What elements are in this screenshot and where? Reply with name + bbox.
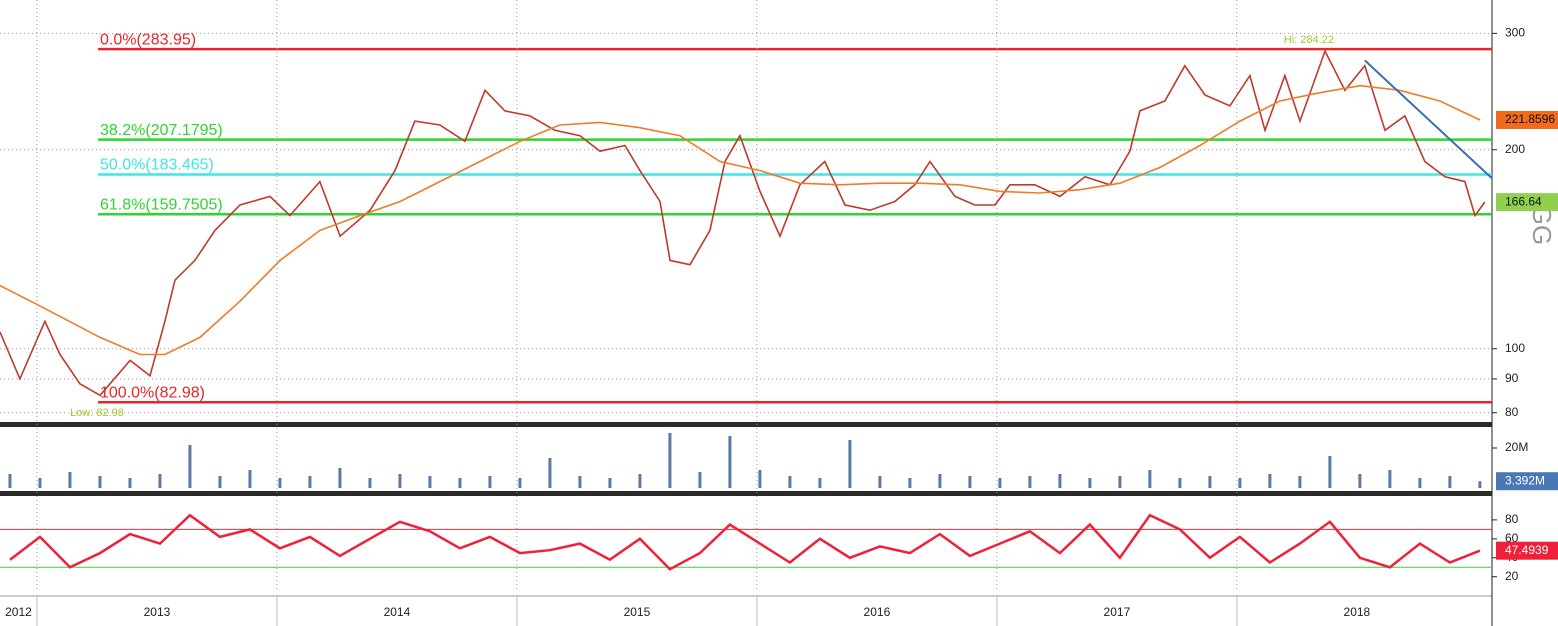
bar <box>8 474 12 488</box>
bar <box>338 468 342 488</box>
last-value-tag <box>1496 472 1558 491</box>
bar <box>698 472 702 488</box>
bar <box>1088 478 1092 488</box>
bar <box>548 458 552 488</box>
bar <box>1028 476 1032 488</box>
fib-label: 50.0%(183.465) <box>100 157 214 174</box>
trendline <box>1364 59 1493 180</box>
bar <box>818 478 822 488</box>
bar <box>1058 474 1062 488</box>
y-tick-label: 80 <box>1505 405 1519 419</box>
bar <box>248 470 252 488</box>
bar <box>428 476 432 488</box>
last-value-label: 166.64 <box>1505 194 1542 208</box>
bar <box>278 478 282 488</box>
last-value-label: 221.8596 <box>1505 112 1555 126</box>
bar <box>878 476 882 488</box>
bar <box>968 476 972 488</box>
y-tick-label: 80 <box>1505 512 1519 526</box>
y-tick-label: 100 <box>1505 341 1525 355</box>
bar <box>98 476 102 488</box>
fib-label: 100.0%(82.98) <box>100 384 205 401</box>
bar <box>758 470 762 488</box>
bar <box>1208 476 1212 488</box>
panel-divider <box>0 491 1492 496</box>
bar <box>1148 470 1152 488</box>
bar <box>218 476 222 488</box>
x-tick-label: 2013 <box>144 605 171 619</box>
x-tick-label: 2016 <box>864 605 891 619</box>
annotation: Low: 82.98 <box>70 407 124 419</box>
ticker: GG <box>1527 205 1557 245</box>
y-tick-label: 200 <box>1505 142 1525 156</box>
x-tick-label: 2012 <box>5 605 32 619</box>
bar <box>578 476 582 488</box>
bar <box>1298 476 1302 488</box>
series-line <box>0 49 1486 397</box>
y-tick-label: 90 <box>1505 371 1519 385</box>
x-tick-label: 2015 <box>624 605 651 619</box>
bar <box>188 445 192 488</box>
fib-label: 38.2%(207.1795) <box>100 122 223 139</box>
bar <box>1118 476 1122 488</box>
x-tick-label: 2018 <box>1344 605 1371 619</box>
bar <box>1178 478 1182 488</box>
panel-divider <box>0 422 1492 427</box>
last-value-tag <box>1496 193 1558 212</box>
x-tick-label: 2014 <box>384 605 411 619</box>
series-line <box>0 84 1481 356</box>
y-tick-label: 300 <box>1505 26 1525 40</box>
bar <box>518 478 522 488</box>
bar <box>158 474 162 488</box>
bar <box>848 440 852 488</box>
last-value-tag <box>1496 541 1558 560</box>
bar <box>1268 474 1272 488</box>
bar <box>1418 478 1422 488</box>
last-value-tag <box>1496 110 1558 129</box>
bar <box>1448 476 1452 488</box>
bar <box>668 433 672 488</box>
bar <box>488 476 492 488</box>
bar <box>608 478 612 488</box>
bar <box>1238 478 1242 488</box>
bar <box>788 476 792 488</box>
bar <box>398 474 402 488</box>
fib-label: 61.8%(159.7505) <box>100 196 223 213</box>
series-line <box>9 513 1481 571</box>
bar <box>1388 470 1392 488</box>
bar <box>998 478 1002 488</box>
bar <box>1478 481 1482 488</box>
annotation: Hi: 284.22 <box>1284 34 1334 46</box>
bar <box>938 474 942 488</box>
last-value-label: 47.4939 <box>1505 543 1549 557</box>
bar <box>128 478 132 488</box>
bar <box>38 478 42 488</box>
last-value-label: 3.392M <box>1505 473 1545 487</box>
y-tick-label: 60 <box>1505 531 1519 545</box>
bar <box>368 478 372 488</box>
bar <box>1328 456 1332 488</box>
bar <box>638 474 642 488</box>
fib-label: 0.0%(283.95) <box>100 31 196 48</box>
bar <box>458 478 462 488</box>
bar <box>908 478 912 488</box>
bar <box>1358 474 1362 488</box>
bar <box>68 472 72 488</box>
bar <box>728 436 732 488</box>
bar <box>308 476 312 488</box>
y-tick-label: 20M <box>1505 440 1528 454</box>
y-tick-label: 20 <box>1505 569 1519 583</box>
x-tick-label: 2017 <box>1104 605 1131 619</box>
